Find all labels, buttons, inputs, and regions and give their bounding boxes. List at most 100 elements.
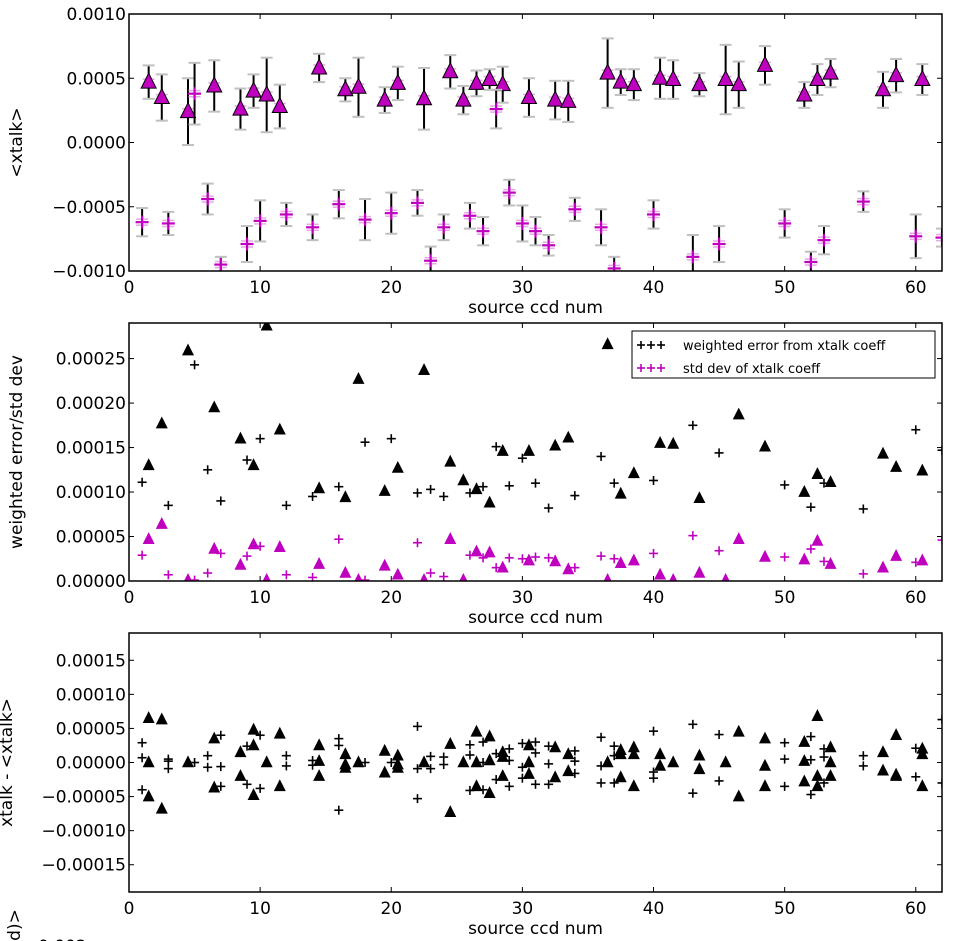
data-point-triangle xyxy=(142,789,155,802)
data-point-plus xyxy=(504,755,514,765)
data-point-plus xyxy=(255,434,265,444)
data-point-plus xyxy=(163,570,173,580)
data-point-plus xyxy=(360,575,370,581)
x-tick-label: 50 xyxy=(774,588,796,608)
data-point-triangle xyxy=(205,76,223,93)
data-point-triangle xyxy=(155,416,168,429)
data-point-triangle xyxy=(234,431,247,444)
data-point-plus xyxy=(358,213,372,227)
data-point-plus xyxy=(439,760,449,770)
data-point-plus xyxy=(819,752,829,762)
data-point-plus xyxy=(214,258,228,271)
data-point-triangle xyxy=(444,737,457,749)
data-point-triangle xyxy=(693,748,706,761)
series-0 xyxy=(140,37,931,147)
data-point-triangle xyxy=(468,73,485,90)
data-point-triangle xyxy=(208,731,221,744)
data-point-plus xyxy=(426,764,436,774)
data-point-plus xyxy=(819,744,829,754)
data-point-triangle xyxy=(271,96,289,114)
data-point-triangle xyxy=(811,533,824,546)
data-point-triangle xyxy=(247,722,260,735)
y-tick-label: 0.00015 xyxy=(56,651,126,671)
y-tick-label: 0.00000 xyxy=(56,754,126,774)
x-tick-label: 20 xyxy=(380,278,402,298)
data-point-plus xyxy=(491,442,501,452)
data-point-plus xyxy=(478,553,488,563)
data-point-triangle xyxy=(155,712,168,725)
data-point-plus xyxy=(465,750,475,760)
data-point-triangle xyxy=(182,755,195,768)
data-point-plus xyxy=(714,546,724,556)
data-point-plus xyxy=(242,779,252,789)
data-point-triangle xyxy=(350,77,367,94)
data-point-triangle xyxy=(916,553,929,566)
data-point-plus xyxy=(714,448,724,458)
xtalk-mean-plot: 0 10 20 30 40 50 60 0.0010 0.0005 0.0000 −0.0005 −0… xyxy=(7,5,943,318)
data-point-plus xyxy=(609,751,619,761)
data-point-triangle xyxy=(522,767,535,779)
data-point-plus xyxy=(216,548,226,558)
data-point-plus xyxy=(410,196,424,210)
data-point-plus xyxy=(570,756,580,766)
data-point-plus xyxy=(426,484,436,494)
x-axis-label: source ccd num xyxy=(468,298,603,318)
data-point-plus xyxy=(504,744,514,754)
data-point-triangle xyxy=(142,532,155,544)
data-point-plus xyxy=(858,569,868,579)
data-point-plus xyxy=(478,737,488,747)
data-point-triangle xyxy=(339,760,352,773)
data-point-plus xyxy=(424,254,438,268)
data-point-triangle xyxy=(182,343,195,356)
x-tick-label: 40 xyxy=(643,588,665,608)
data-point-triangle xyxy=(378,765,391,778)
data-point-triangle xyxy=(824,557,837,569)
data-point-plus xyxy=(937,445,942,455)
x-tick-label: 50 xyxy=(774,278,796,298)
x-tick-label: 40 xyxy=(643,899,665,919)
data-point-triangle xyxy=(876,745,889,758)
data-point-triangle xyxy=(389,73,407,90)
data-point-plus xyxy=(937,715,942,725)
data-point-triangle xyxy=(890,769,903,781)
legend-marker-icon xyxy=(637,364,645,372)
data-point-triangle xyxy=(719,755,732,768)
data-point-plus xyxy=(570,563,580,573)
data-point-triangle xyxy=(496,560,509,573)
data-point-triangle xyxy=(601,755,614,768)
data-point-triangle xyxy=(179,101,197,119)
x-tick-label: 60 xyxy=(905,588,927,608)
data-point-triangle xyxy=(890,549,903,561)
data-point-plus xyxy=(216,781,226,791)
data-point-plus xyxy=(806,502,816,512)
data-point-triangle xyxy=(391,760,404,773)
data-point-triangle xyxy=(352,755,365,768)
data-point-plus xyxy=(911,772,921,782)
data-point-triangle xyxy=(887,65,905,83)
data-point-triangle xyxy=(756,55,774,72)
axes-frame xyxy=(128,632,943,893)
series-0 xyxy=(142,709,929,818)
plot-area xyxy=(137,323,942,581)
data-point-plus xyxy=(426,568,436,578)
data-point-plus xyxy=(137,477,147,487)
data-point-plus xyxy=(281,751,291,761)
data-point-plus xyxy=(596,451,606,461)
data-point-triangle xyxy=(758,439,771,452)
y-tick-label: −0.00015 xyxy=(41,856,126,876)
data-point-triangle xyxy=(470,755,483,768)
data-point-triangle xyxy=(654,747,667,760)
data-point-triangle xyxy=(667,755,680,768)
data-point-plus xyxy=(817,233,831,247)
data-point-plus xyxy=(504,781,514,791)
y-axis-label: <xtalk> xyxy=(7,107,27,177)
data-point-plus xyxy=(686,250,700,264)
data-point-plus xyxy=(216,496,226,506)
x-axis-label: source ccd num xyxy=(468,919,603,939)
data-point-triangle xyxy=(391,460,404,473)
data-point-triangle xyxy=(522,738,535,751)
data-point-plus xyxy=(531,478,540,488)
data-point-plus xyxy=(439,491,449,501)
data-point-triangle xyxy=(142,711,155,723)
data-point-triangle xyxy=(562,764,575,777)
